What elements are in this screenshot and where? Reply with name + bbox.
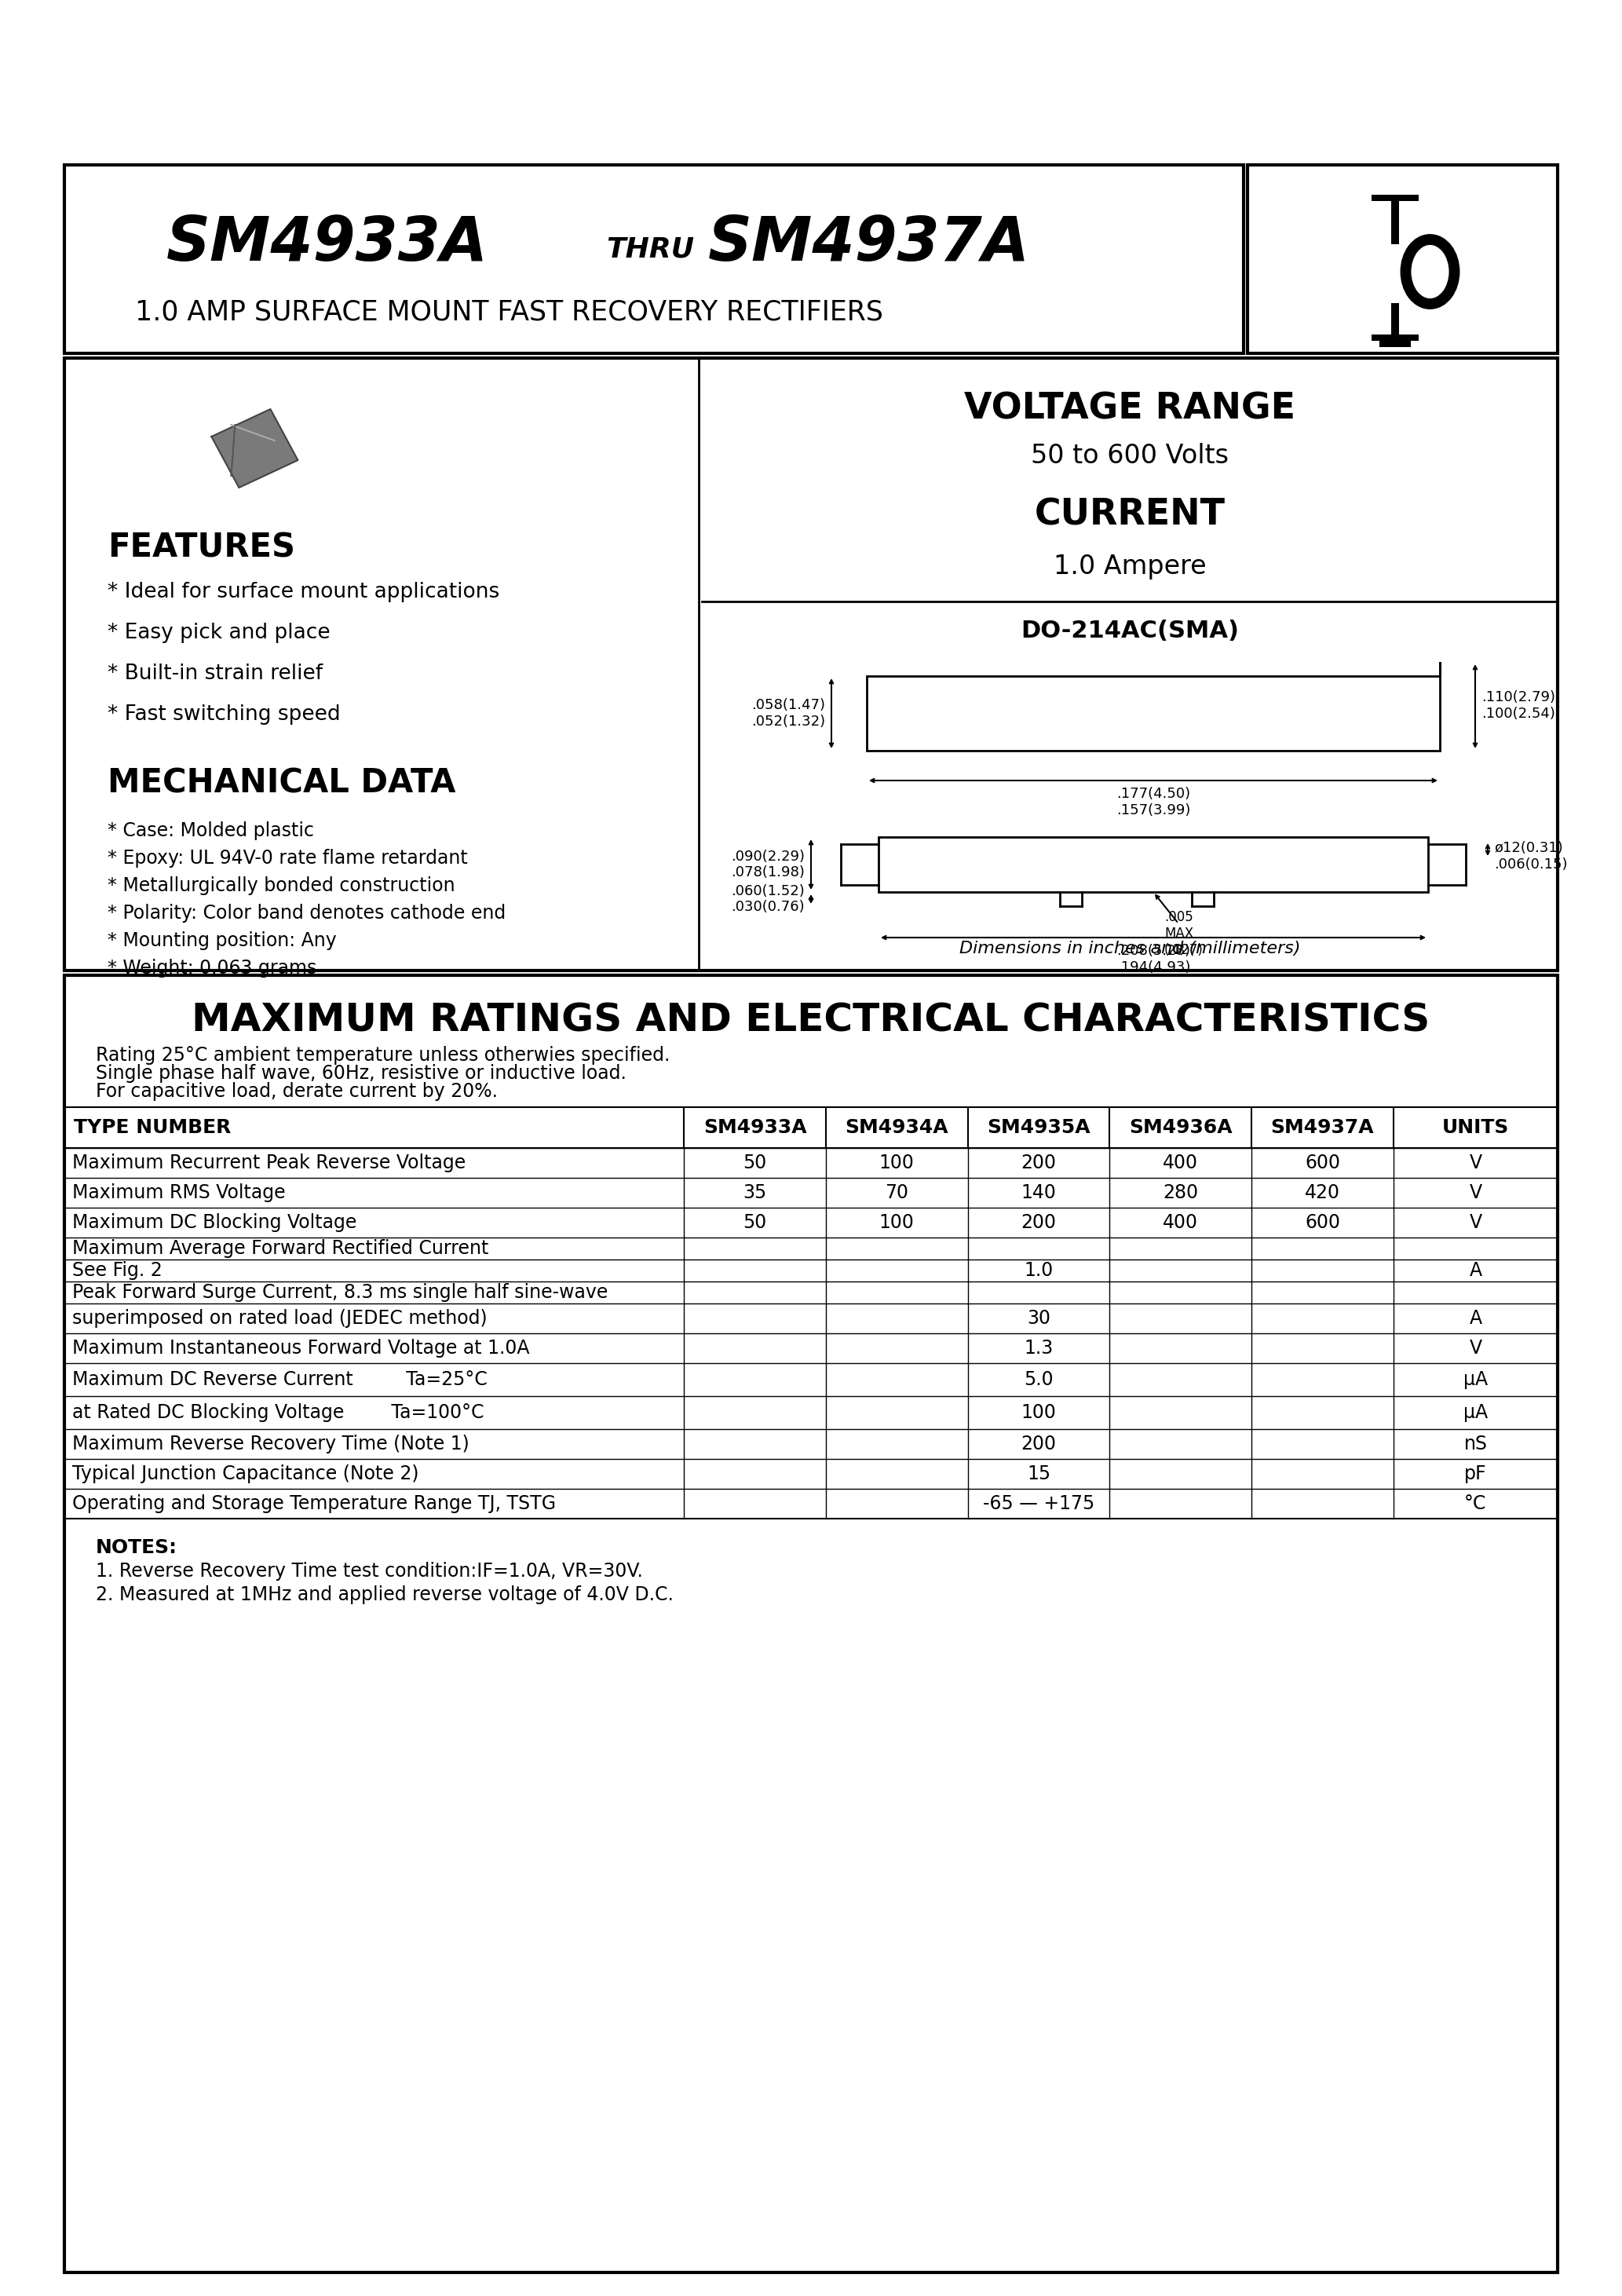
Text: .058(1.47)
.052(1.32): .058(1.47) .052(1.32): [751, 698, 826, 728]
Text: µA: µA: [1463, 1371, 1487, 1389]
Text: 50 to 600 Volts: 50 to 600 Volts: [1032, 443, 1229, 468]
Text: * Weight: 0.063 grams: * Weight: 0.063 grams: [107, 960, 316, 978]
Text: MAXIMUM RATINGS AND ELECTRICAL CHARACTERISTICS: MAXIMUM RATINGS AND ELECTRICAL CHARACTER…: [191, 1001, 1431, 1040]
Text: 100: 100: [1022, 1403, 1056, 1421]
Text: 50: 50: [743, 1153, 767, 1173]
Text: .177(4.50)
.157(3.99): .177(4.50) .157(3.99): [1116, 788, 1191, 817]
Text: ø12(0.31)
.006(0.15): ø12(0.31) .006(0.15): [1494, 840, 1567, 872]
Text: 200: 200: [1022, 1153, 1056, 1173]
Text: 600: 600: [1304, 1153, 1340, 1173]
Text: * Polarity: Color band denotes cathode end: * Polarity: Color band denotes cathode e…: [107, 905, 506, 923]
Text: 5.0: 5.0: [1023, 1371, 1054, 1389]
Text: SM4937A: SM4937A: [1270, 1118, 1374, 1137]
Text: For capacitive load, derate current by 20%.: For capacitive load, derate current by 2…: [96, 1081, 498, 1100]
Text: Maximum DC Reverse Current         Ta=25°C: Maximum DC Reverse Current Ta=25°C: [73, 1371, 487, 1389]
Text: 15: 15: [1027, 1465, 1051, 1483]
Text: 600: 600: [1304, 1212, 1340, 1233]
Text: * Fast switching speed: * Fast switching speed: [107, 705, 341, 726]
Text: SM4936A: SM4936A: [1129, 1118, 1233, 1137]
Text: A: A: [1470, 1261, 1483, 1279]
Bar: [1371, 195, 1418, 202]
Bar: [1371, 335, 1418, 340]
Text: .110(2.79)
.100(2.54): .110(2.79) .100(2.54): [1481, 691, 1555, 721]
Text: at Rated DC Blocking Voltage        Ta=100°C: at Rated DC Blocking Voltage Ta=100°C: [73, 1403, 483, 1421]
Text: 100: 100: [879, 1212, 915, 1233]
Text: CURRENT: CURRENT: [1035, 498, 1225, 533]
Text: Rating 25°C ambient temperature unless otherwies specified.: Rating 25°C ambient temperature unless o…: [96, 1047, 670, 1065]
Text: MECHANICAL DATA: MECHANICAL DATA: [107, 767, 456, 799]
Text: FEATURES: FEATURES: [107, 530, 295, 565]
Text: Typical Junction Capacitance (Note 2): Typical Junction Capacitance (Note 2): [73, 1465, 418, 1483]
Text: 100: 100: [879, 1153, 915, 1173]
Text: SM4933A: SM4933A: [167, 214, 488, 273]
Text: .005
MAX
(.127): .005 MAX (.127): [1165, 909, 1204, 957]
Text: 1. Reverse Recovery Time test condition:IF=1.0A, VR=30V.: 1. Reverse Recovery Time test condition:…: [96, 1561, 642, 1580]
Text: * Case: Molded plastic: * Case: Molded plastic: [107, 822, 315, 840]
Text: Maximum Instantaneous Forward Voltage at 1.0A: Maximum Instantaneous Forward Voltage at…: [73, 1339, 529, 1357]
Text: SM4934A: SM4934A: [845, 1118, 949, 1137]
Bar: [65, 165, 1244, 354]
Text: 1.0 Ampere: 1.0 Ampere: [1053, 553, 1207, 579]
Text: * Built-in strain relief: * Built-in strain relief: [107, 664, 323, 684]
Text: Maximum Reverse Recovery Time (Note 1): Maximum Reverse Recovery Time (Note 1): [73, 1435, 469, 1453]
Text: Maximum Average Forward Rectified Current: Maximum Average Forward Rectified Curren…: [73, 1240, 488, 1258]
Text: * Mounting position: Any: * Mounting position: Any: [107, 932, 337, 951]
Text: V: V: [1470, 1339, 1483, 1357]
Text: 1.3: 1.3: [1023, 1339, 1053, 1357]
Text: SM4935A: SM4935A: [988, 1118, 1090, 1137]
Text: 70: 70: [886, 1182, 908, 1203]
Text: Peak Forward Surge Current, 8.3 ms single half sine-wave: Peak Forward Surge Current, 8.3 ms singl…: [73, 1283, 608, 1302]
Bar: [65, 1107, 1557, 1148]
Bar: [65, 976, 1557, 2273]
Bar: [879, 838, 1427, 893]
Text: 280: 280: [1163, 1182, 1199, 1203]
Polygon shape: [211, 409, 298, 487]
Text: .090(2.29)
.078(1.98): .090(2.29) .078(1.98): [732, 850, 805, 879]
Bar: [1390, 303, 1398, 335]
Text: 1.0 AMP SURFACE MOUNT FAST RECOVERY RECTIFIERS: 1.0 AMP SURFACE MOUNT FAST RECOVERY RECT…: [135, 298, 882, 326]
Text: V: V: [1470, 1153, 1483, 1173]
Text: NOTES:: NOTES:: [96, 1538, 177, 1557]
Text: pF: pF: [1465, 1465, 1487, 1483]
Text: 400: 400: [1163, 1212, 1199, 1233]
Text: .208(5.28)
.194(4.93): .208(5.28) .194(4.93): [1116, 944, 1191, 974]
Text: 200: 200: [1022, 1435, 1056, 1453]
Text: * Epoxy: UL 94V-0 rate flame retardant: * Epoxy: UL 94V-0 rate flame retardant: [107, 850, 467, 868]
Text: 140: 140: [1022, 1182, 1056, 1203]
Text: superimposed on rated load (JEDEC method): superimposed on rated load (JEDEC method…: [73, 1309, 487, 1327]
Text: TYPE NUMBER: TYPE NUMBER: [73, 1118, 230, 1137]
Text: Dimensions in inches and (millimeters): Dimensions in inches and (millimeters): [959, 941, 1301, 957]
Text: 1.0: 1.0: [1023, 1261, 1053, 1279]
Text: SM4937A: SM4937A: [709, 214, 1030, 273]
Text: 420: 420: [1304, 1182, 1340, 1203]
Text: V: V: [1470, 1212, 1483, 1233]
Text: Maximum RMS Voltage: Maximum RMS Voltage: [73, 1182, 285, 1203]
Text: * Metallurgically bonded construction: * Metallurgically bonded construction: [107, 877, 456, 895]
Bar: [1247, 165, 1557, 354]
Bar: [1390, 202, 1398, 243]
Text: 200: 200: [1022, 1212, 1056, 1233]
Text: Single phase half wave, 60Hz, resistive or inductive load.: Single phase half wave, 60Hz, resistive …: [96, 1063, 626, 1084]
Text: A: A: [1470, 1309, 1483, 1327]
Text: 30: 30: [1027, 1309, 1051, 1327]
Text: nS: nS: [1463, 1435, 1487, 1453]
Bar: [866, 675, 1440, 751]
Text: THRU: THRU: [607, 236, 694, 264]
Text: See Fig. 2: See Fig. 2: [73, 1261, 162, 1279]
Text: * Easy pick and place: * Easy pick and place: [107, 622, 331, 643]
Text: -65 — +175: -65 — +175: [983, 1495, 1095, 1513]
Text: 400: 400: [1163, 1153, 1199, 1173]
Bar: [1439, 661, 1442, 675]
Text: Operating and Storage Temperature Range TJ, TSTG: Operating and Storage Temperature Range …: [73, 1495, 556, 1513]
Text: °C: °C: [1465, 1495, 1487, 1513]
Text: 2. Measured at 1MHz and applied reverse voltage of 4.0V D.C.: 2. Measured at 1MHz and applied reverse …: [96, 1584, 673, 1605]
Text: * Ideal for surface mount applications: * Ideal for surface mount applications: [107, 581, 500, 602]
Text: SM4933A: SM4933A: [704, 1118, 806, 1137]
Bar: [65, 358, 1557, 971]
Text: V: V: [1470, 1182, 1483, 1203]
Text: .060(1.52)
.030(0.76): .060(1.52) .030(0.76): [732, 884, 805, 914]
Bar: [1379, 340, 1411, 347]
Text: µA: µA: [1463, 1403, 1487, 1421]
Text: UNITS: UNITS: [1442, 1118, 1508, 1137]
Text: 35: 35: [743, 1182, 767, 1203]
